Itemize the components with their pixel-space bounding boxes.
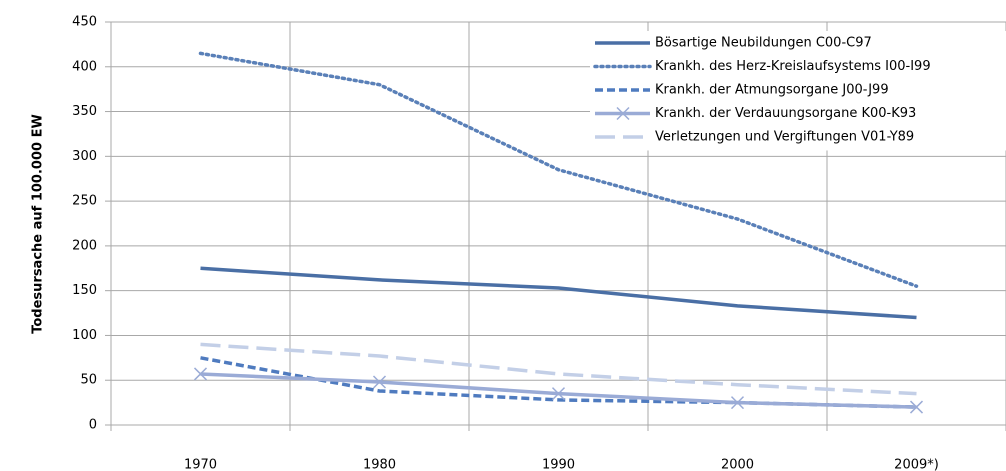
legend-label: Verletzungen und Vergiftungen V01-Y89: [655, 130, 914, 145]
legend-label: Krankh. der Atmungsorgane J00-J99: [655, 83, 889, 98]
marker: [372, 375, 387, 389]
series-line: [200, 266, 917, 320]
y-tick-label: 400: [72, 59, 97, 74]
x-tick-label: 1980: [363, 458, 396, 471]
x-tick-label: 1970: [184, 458, 217, 471]
y-tick-label: 250: [72, 194, 97, 209]
legend-marker: [616, 106, 630, 121]
x-tick-label: 1990: [542, 458, 575, 471]
series-line: [198, 51, 919, 288]
legend-label: Bösartige Neubildungen C00-C97: [655, 36, 872, 51]
series-line: [200, 356, 917, 409]
series-line: [200, 372, 917, 409]
y-tick-label: 300: [72, 149, 97, 164]
x-tick-label: 2009*): [894, 458, 939, 471]
legend-label: Krankh. des Herz-Kreislaufsystems I00-I9…: [655, 59, 931, 74]
legend-box: [590, 31, 1006, 151]
y-tick-label: 450: [72, 15, 97, 30]
y-tick-label: 50: [80, 373, 97, 388]
y-tick-label: 200: [72, 238, 97, 253]
series-line: [200, 342, 917, 396]
legend-label: Krankh. der Verdauungsorgane K00-K93: [655, 106, 916, 121]
marker: [193, 367, 208, 381]
y-tick-label: 150: [72, 283, 97, 298]
marker: [909, 400, 924, 414]
y-axis-label: Todesursache auf 100.000 EW: [31, 114, 46, 334]
marker: [730, 396, 745, 410]
y-tick-label: 100: [72, 328, 97, 343]
y-tick-label: 0: [89, 418, 97, 433]
x-tick-label: 2000: [721, 458, 754, 471]
y-tick-label: 350: [72, 104, 97, 119]
marker: [551, 387, 566, 401]
